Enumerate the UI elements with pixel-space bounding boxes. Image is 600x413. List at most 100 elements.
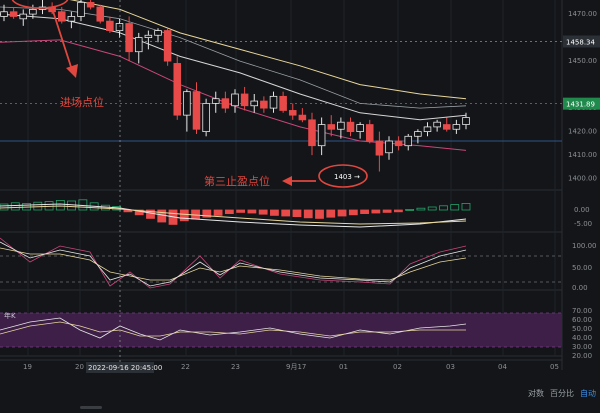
log-scale-button[interactable]: 对数 [528,389,544,398]
bollinger-upper [69,0,467,100]
candle-body [375,140,384,156]
main-price-pane [0,0,562,172]
candle-body [356,124,364,133]
candle-body [308,119,316,147]
candle-body [240,93,249,107]
candle-body [221,98,230,109]
rsi-signal-line [0,321,466,337]
macd-bar [450,204,460,211]
candle-body [442,124,451,130]
kdj-tick-label: 50.00 [572,264,592,272]
candle-body [9,11,18,17]
macd-bar [337,209,347,217]
candle-body [433,121,441,128]
macd-bar [360,209,369,214]
candle-body [414,131,422,137]
candle-body [211,98,220,104]
macd-bar [281,209,291,217]
x-tick-label: 04 [498,363,507,371]
rsi-tick-label: 40.00 [572,334,592,342]
x-tick-label: 01 [339,363,348,371]
macd-bar [10,202,20,211]
macd-bar [405,208,415,211]
kdj-pane [0,237,562,289]
candle-body [154,30,162,36]
tp3-arrow-head [282,176,292,186]
macd-bar [315,209,324,219]
candle-body [134,37,143,53]
candle-body [86,1,95,8]
rsi-tick-label: 50.00 [572,325,592,333]
macd-tick-label: 0.00 [574,206,590,214]
macd-bar [247,209,257,214]
rsi-tick-label: 60.00 [572,316,592,324]
entry-label: 进场点位 [60,95,104,109]
entry-arrow-head [66,64,78,78]
macd-bar [236,209,246,213]
macd-line [0,203,467,228]
macd-bar [33,201,43,211]
crosshair-date-box [86,362,154,373]
kdj-tick-label: 100.00 [572,242,597,250]
macd-bar [202,209,212,218]
crosshair-date-label: 2022-09-16 20:45:00 [88,364,162,372]
macd-bar [439,205,448,211]
kdj-j-line [0,237,467,289]
candle-body [423,126,432,133]
kdj-k-line [0,241,467,287]
macd-bar [213,209,223,216]
rsi-tick-label: 30.00 [572,343,592,351]
auto-scale-button[interactable]: 自动 [580,389,596,398]
rsi-tick-label: 70.00 [572,307,592,315]
candle-body [298,114,307,121]
candle-body [317,124,326,147]
macd-bar [461,202,471,211]
macd-bar [270,209,279,216]
macd-bar [134,209,144,216]
candle-body [192,91,201,130]
candle-body [19,13,28,20]
y-tick-label: 1410.00 [568,151,597,159]
candle-body [115,23,124,31]
macd-bar [179,209,189,222]
macd-bar [371,209,381,214]
horizontal-scrollbar[interactable] [80,406,102,409]
candle-body [144,34,153,38]
candle-body [77,1,85,17]
candle-body [125,23,133,53]
candle-body [260,100,268,109]
candle-body [57,11,66,22]
x-tick-label: 05 [550,363,559,371]
macd-bar [0,203,9,211]
price-tag-label: 1458.34 [566,39,595,47]
x-tick-label: 22 [181,363,190,371]
candle-body [288,110,297,116]
entry-circle [11,0,69,9]
macd-bar [303,209,313,219]
percent-scale-button[interactable]: 百分比 [550,389,574,398]
macd-bar [292,209,302,217]
x-tick-label: 02 [393,363,402,371]
candle-body [452,124,461,130]
chart-grid [0,0,563,370]
y-tick-label: 1420.00 [568,128,597,136]
macd-bar [258,209,268,215]
macd-bar [326,209,336,218]
kdj-d-line [0,247,467,281]
candle-body [231,93,239,107]
x-tick-label: 23 [231,363,240,371]
annotations: 进场点位 1403 → 第三止盈点位 [11,0,368,370]
macd-pane [0,199,471,228]
candle-body [394,140,403,147]
x-tick-label: 03 [446,363,455,371]
price-tag-label: 1431.89 [566,101,595,109]
macd-bar [393,209,403,213]
low-price-label: 1403 → [334,173,360,181]
y-tick-label: 1450.00 [568,57,597,65]
candle-body [183,91,191,116]
candle-body [96,6,105,22]
x-tick-label: 9月17 [286,363,306,371]
candle-body [327,124,336,130]
macd-bar [67,200,77,211]
